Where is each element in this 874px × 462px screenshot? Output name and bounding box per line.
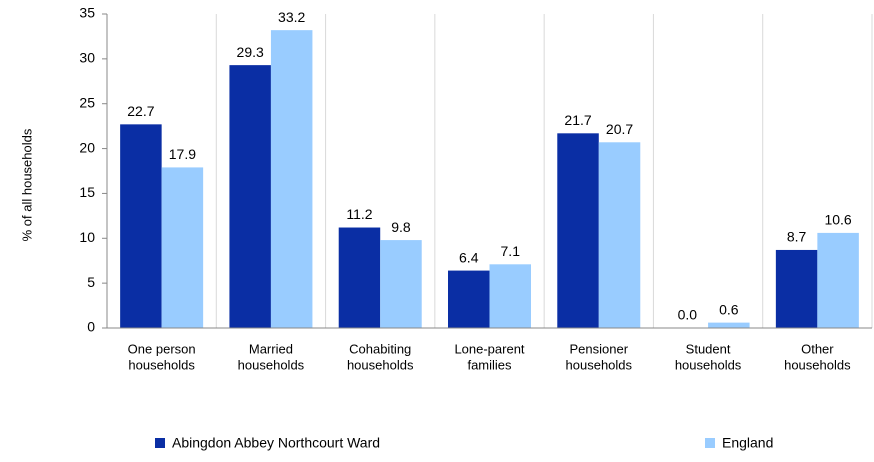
legend-label: England (722, 435, 773, 451)
y-axis-label: % of all households (19, 128, 34, 241)
legend-swatch (155, 438, 165, 448)
legend-swatch (705, 438, 715, 448)
bar (489, 264, 531, 328)
y-tick-label: 15 (79, 184, 95, 200)
x-tick-label: Other (801, 341, 834, 356)
bar (557, 133, 599, 328)
y-tick-label: 25 (79, 94, 95, 110)
data-label: 33.2 (278, 9, 305, 25)
y-tick-label: 0 (87, 319, 95, 335)
bar (448, 270, 490, 328)
data-label: 6.4 (459, 249, 479, 265)
x-tick-label: One person (128, 341, 196, 356)
data-label: 17.9 (169, 146, 196, 162)
x-tick-label: households (238, 357, 305, 372)
x-tick-label: households (566, 357, 633, 372)
data-label: 0.6 (719, 301, 739, 317)
data-label: 8.7 (787, 229, 807, 245)
bar (708, 322, 750, 328)
bar (775, 249, 818, 328)
x-tick-label: families (467, 357, 512, 372)
x-tick-label: Married (249, 341, 293, 356)
x-tick-label: Student (686, 341, 731, 356)
bar (120, 124, 162, 328)
data-label: 21.7 (564, 112, 591, 128)
data-label: 10.6 (824, 212, 851, 228)
bar (229, 65, 271, 328)
data-label: 7.1 (501, 243, 521, 259)
x-tick-label: Pensioner (570, 341, 629, 356)
y-tick-label: 10 (79, 229, 95, 245)
bar (380, 240, 422, 328)
data-label: 29.3 (237, 44, 264, 60)
legend-label: Abingdon Abbey Northcourt Ward (172, 435, 380, 451)
y-tick-label: 20 (79, 139, 95, 155)
x-tick-label: households (675, 357, 742, 372)
data-label: 22.7 (127, 103, 154, 119)
data-label: 9.8 (391, 219, 411, 235)
bar (161, 167, 204, 328)
data-label: 20.7 (606, 121, 633, 137)
x-tick-label: Cohabiting (349, 341, 411, 356)
bar (338, 227, 381, 328)
bar (817, 232, 859, 328)
y-tick-label: 5 (87, 274, 95, 290)
data-label: 0.0 (678, 307, 698, 323)
data-label: 11.2 (346, 206, 372, 222)
x-tick-label: Lone-parent (454, 341, 524, 356)
y-tick-label: 35 (79, 5, 95, 21)
x-tick-label: households (347, 357, 414, 372)
x-tick-label: households (784, 357, 851, 372)
y-tick-label: 30 (79, 50, 95, 66)
x-tick-label: households (128, 357, 195, 372)
bar (598, 142, 641, 328)
bar (270, 30, 313, 329)
